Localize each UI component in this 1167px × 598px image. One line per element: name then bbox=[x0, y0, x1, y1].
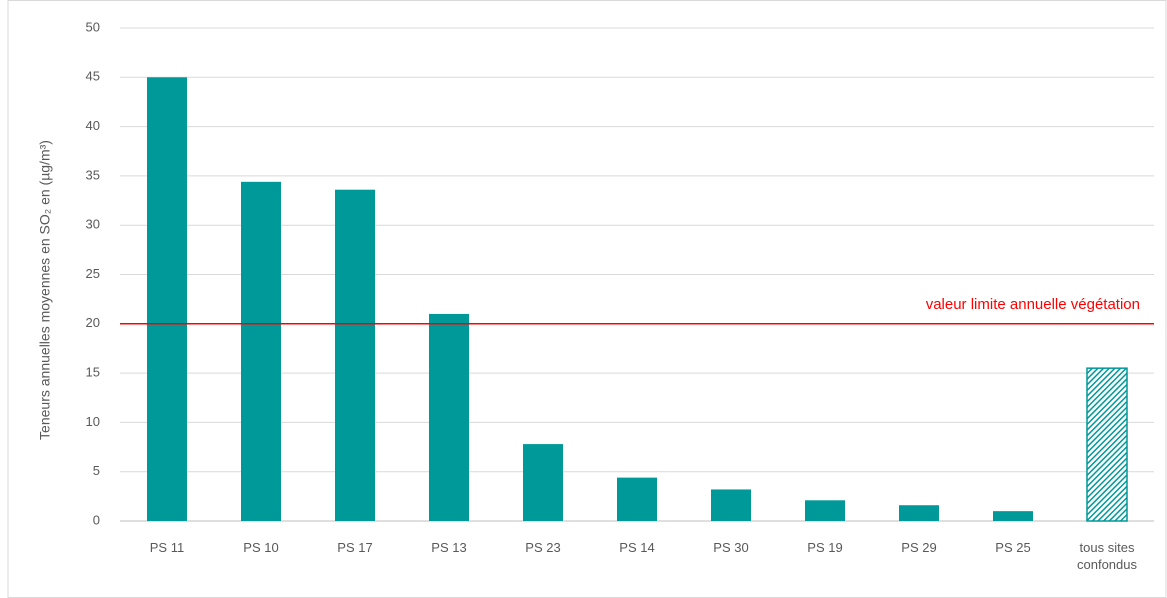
y-axis-label: Teneurs annuelles moyennes en SO₂ en (µg… bbox=[37, 140, 53, 440]
y-tick-label: 50 bbox=[86, 19, 100, 34]
y-tick-label: 5 bbox=[93, 463, 100, 478]
x-tick-label: tous sites confondus bbox=[1077, 540, 1137, 572]
bar bbox=[899, 505, 939, 521]
x-tick-label: PS 11 bbox=[149, 540, 185, 555]
bar bbox=[993, 511, 1033, 521]
bar bbox=[805, 500, 845, 521]
x-tick-label-box: PS 13 bbox=[431, 540, 467, 555]
y-tick-label: 25 bbox=[86, 266, 100, 281]
y-tick-label: 20 bbox=[86, 315, 100, 330]
bar bbox=[429, 313, 469, 521]
x-tick-label: PS 13 bbox=[431, 540, 467, 555]
x-tick-label-box: PS 10 bbox=[243, 540, 279, 555]
x-tick-label: PS 10 bbox=[243, 540, 279, 555]
y-tick-label: 15 bbox=[86, 365, 100, 380]
y-tick-label: 10 bbox=[86, 414, 100, 429]
y-tick-label: 35 bbox=[86, 167, 100, 182]
x-tick-label-box: tous sites confondus bbox=[1077, 540, 1137, 572]
x-tick-label-box: PS 25 bbox=[995, 540, 1031, 555]
x-tick-label-box: PS 23 bbox=[525, 540, 561, 555]
bar bbox=[241, 181, 281, 522]
y-tick-label: 30 bbox=[86, 217, 100, 232]
x-tick-label-box: PS 17 bbox=[337, 540, 373, 555]
bar bbox=[335, 189, 375, 522]
x-tick-label-box: PS 19 bbox=[807, 540, 843, 555]
x-tick-label: PS 23 bbox=[525, 540, 561, 555]
x-tick-label-box: PS 30 bbox=[713, 540, 749, 555]
bar bbox=[711, 489, 751, 521]
x-tick-label: PS 19 bbox=[807, 540, 843, 555]
x-tick-label: PS 29 bbox=[901, 540, 937, 555]
x-tick-label: PS 14 bbox=[619, 540, 655, 555]
x-tick-label-box: PS 29 bbox=[901, 540, 937, 555]
bar bbox=[617, 477, 657, 521]
y-tick-label: 45 bbox=[86, 69, 100, 84]
x-tick-label: PS 30 bbox=[713, 540, 749, 555]
bar bbox=[147, 77, 187, 522]
y-tick-label: 0 bbox=[93, 512, 100, 527]
bar bbox=[1086, 367, 1128, 522]
reference-label: valeur limite annuelle végétation bbox=[926, 296, 1140, 313]
x-tick-label-box: PS 14 bbox=[619, 540, 655, 555]
y-tick-label: 40 bbox=[86, 118, 100, 133]
x-tick-label-box: PS 11 bbox=[149, 540, 185, 555]
x-tick-label: PS 17 bbox=[337, 540, 373, 555]
bar bbox=[523, 444, 563, 521]
x-tick-label: PS 25 bbox=[995, 540, 1031, 555]
